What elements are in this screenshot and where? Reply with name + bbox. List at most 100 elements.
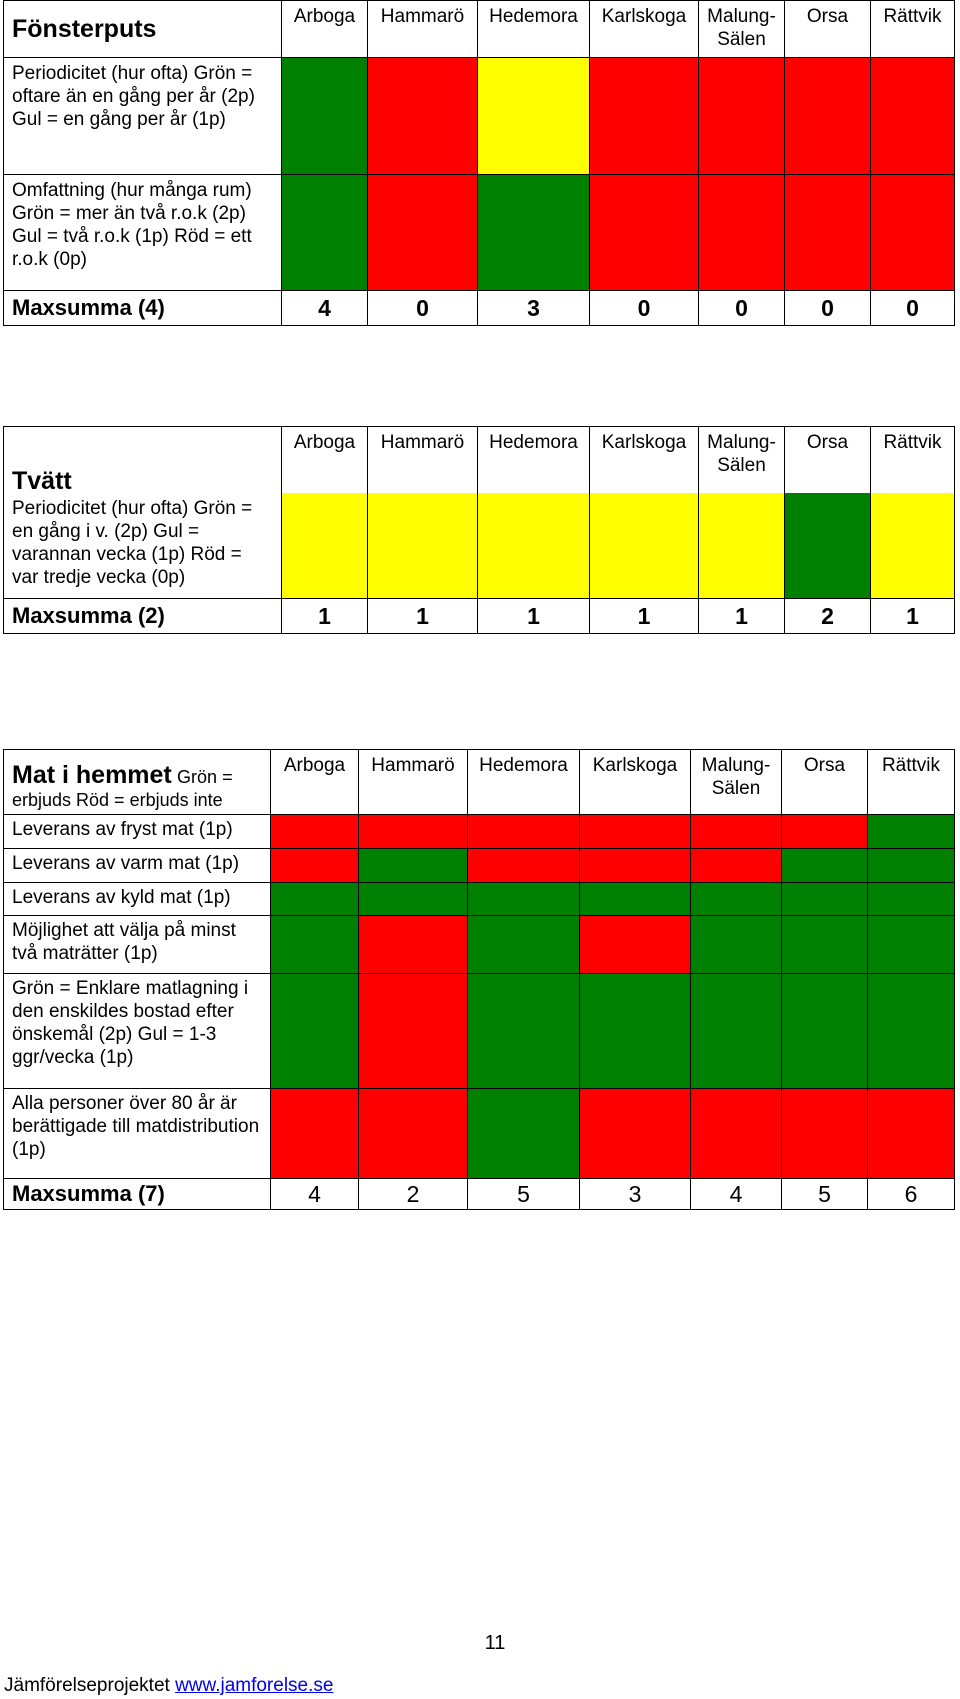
status-cell bbox=[867, 814, 955, 849]
status-cell bbox=[579, 882, 691, 916]
tvatt-label-cell: Tvätt Periodicitet (hur ofta) Grön = en … bbox=[3, 426, 282, 599]
status-cell bbox=[358, 848, 468, 883]
header-malung-salen: Malung-Sälen bbox=[690, 749, 782, 815]
status-cell bbox=[690, 973, 782, 1089]
fonsterputs-title-cell: Fönsterputs bbox=[3, 0, 282, 58]
mat-title-cell: Mat i hemmet Grön = erbjuds Röd = erbjud… bbox=[3, 749, 271, 815]
sum-value: 1 bbox=[367, 598, 478, 634]
table-row: Möjlighet att välja på minst två maträtt… bbox=[3, 915, 955, 974]
status-cell bbox=[358, 915, 468, 974]
header-rattvik: Rättvik bbox=[870, 0, 955, 58]
table-row: Leverans av varm mat (1p) bbox=[3, 848, 955, 883]
status-cell bbox=[270, 848, 359, 883]
sum-value: 1 bbox=[477, 598, 590, 634]
tvatt-col-rattvik: Rättvik bbox=[870, 426, 955, 599]
sum-value: 0 bbox=[589, 290, 699, 326]
status-cell bbox=[467, 915, 580, 974]
header-rattvik: Rättvik bbox=[883, 432, 942, 453]
sum-value: 5 bbox=[781, 1178, 868, 1210]
status-cell bbox=[579, 973, 691, 1089]
status-cell bbox=[699, 493, 784, 598]
header-karlskoga: Karlskoga bbox=[601, 432, 687, 453]
status-cell bbox=[467, 814, 580, 849]
sum-value: 4 bbox=[281, 290, 368, 326]
table-row: Leverans av fryst mat (1p) bbox=[3, 814, 955, 849]
status-cell bbox=[270, 1088, 359, 1179]
sum-label: Maxsumma (4) bbox=[3, 290, 282, 326]
status-cell bbox=[270, 882, 359, 916]
status-cell bbox=[579, 915, 691, 974]
header-hammaro: Hammarö bbox=[367, 0, 478, 58]
sum-label: Maxsumma (7) bbox=[3, 1178, 271, 1210]
mat-subtitle: Grön = erbjuds Röd = erbjuds inte bbox=[12, 767, 233, 810]
table-row: Periodicitet (hur ofta) Grön = oftare än… bbox=[3, 57, 955, 175]
footer-link[interactable]: www.jamforelse.se bbox=[175, 1675, 334, 1696]
status-cell bbox=[368, 493, 477, 598]
footer: Jämförelseprojektet www.jamforelse.se bbox=[4, 1675, 333, 1697]
status-cell bbox=[281, 174, 368, 291]
mat-title: Mat i hemmet bbox=[12, 761, 172, 789]
status-cell bbox=[867, 973, 955, 1089]
status-cell bbox=[281, 57, 368, 175]
tvatt-table: Tvätt Periodicitet (hur ofta) Grön = en … bbox=[3, 426, 955, 634]
tvatt-title: Tvätt bbox=[12, 467, 72, 495]
status-cell bbox=[467, 882, 580, 916]
sum-value: 6 bbox=[867, 1178, 955, 1210]
table-row: Tvätt Periodicitet (hur ofta) Grön = en … bbox=[3, 426, 955, 599]
status-cell bbox=[270, 814, 359, 849]
tvatt-col-arboga: Arboga bbox=[281, 426, 368, 599]
table-row: Omfattning (hur många rum) Grön = mer än… bbox=[3, 174, 955, 291]
tvatt-col-hedemora: Hedemora bbox=[477, 426, 590, 599]
status-cell bbox=[358, 882, 468, 916]
status-cell bbox=[282, 493, 367, 598]
mat-table: Mat i hemmet Grön = erbjuds Röd = erbjud… bbox=[3, 749, 955, 1210]
row-label: Leverans av fryst mat (1p) bbox=[3, 814, 271, 849]
sum-value: 5 bbox=[467, 1178, 580, 1210]
status-cell bbox=[867, 882, 955, 916]
header-karlskoga: Karlskoga bbox=[589, 0, 699, 58]
sum-row: Maxsumma (7) 4 2 5 3 4 5 6 bbox=[3, 1178, 955, 1210]
row-label: Periodicitet (hur ofta) Grön = en gång i… bbox=[12, 498, 253, 588]
sum-value: 2 bbox=[358, 1178, 468, 1210]
footer-text: Jämförelseprojektet bbox=[4, 1675, 176, 1696]
sum-row: Maxsumma (2) 1 1 1 1 1 2 1 bbox=[3, 598, 955, 634]
sum-label: Maxsumma (2) bbox=[3, 598, 282, 634]
status-cell bbox=[690, 882, 782, 916]
status-cell bbox=[690, 848, 782, 883]
status-cell bbox=[367, 57, 478, 175]
status-cell bbox=[871, 493, 954, 598]
header-arboga: Arboga bbox=[281, 0, 368, 58]
status-cell bbox=[784, 174, 871, 291]
header-malung-salen: Malung-Sälen bbox=[707, 432, 776, 476]
status-cell bbox=[367, 174, 478, 291]
status-cell bbox=[781, 814, 868, 849]
status-cell bbox=[698, 174, 785, 291]
header-hammaro: Hammarö bbox=[358, 749, 468, 815]
table-row: Leverans av kyld mat (1p) bbox=[3, 882, 955, 916]
status-cell bbox=[870, 57, 955, 175]
header-hedemora: Hedemora bbox=[489, 432, 578, 453]
sum-value: 0 bbox=[784, 290, 871, 326]
header-hedemora: Hedemora bbox=[467, 749, 580, 815]
status-cell bbox=[690, 915, 782, 974]
sum-row: Maxsumma (4) 4 0 3 0 0 0 0 bbox=[3, 290, 955, 326]
sum-value: 1 bbox=[870, 598, 955, 634]
status-cell bbox=[467, 1088, 580, 1179]
sum-value: 1 bbox=[281, 598, 368, 634]
status-cell bbox=[781, 848, 868, 883]
status-cell bbox=[698, 57, 785, 175]
sum-value: 0 bbox=[367, 290, 478, 326]
status-cell bbox=[579, 814, 691, 849]
sum-value: 0 bbox=[870, 290, 955, 326]
header-malung-salen: Malung-Sälen bbox=[698, 0, 785, 58]
row-label: Leverans av varm mat (1p) bbox=[3, 848, 271, 883]
table-row: Grön = Enklare matlagning i den enskilde… bbox=[3, 973, 955, 1089]
status-cell bbox=[270, 973, 359, 1089]
header-karlskoga: Karlskoga bbox=[579, 749, 691, 815]
sum-value: 2 bbox=[784, 598, 871, 634]
sum-value: 4 bbox=[690, 1178, 782, 1210]
status-cell bbox=[477, 174, 590, 291]
status-cell bbox=[358, 1088, 468, 1179]
tvatt-col-orsa: Orsa bbox=[784, 426, 871, 599]
status-cell bbox=[589, 57, 699, 175]
